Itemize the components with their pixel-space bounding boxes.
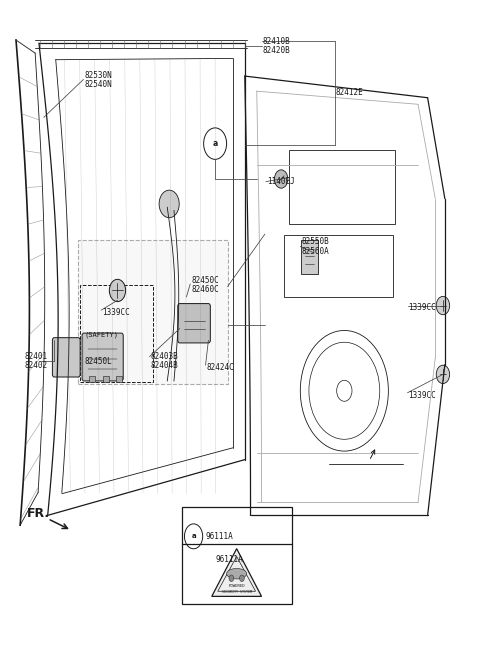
Circle shape (184, 524, 203, 549)
Bar (289, 150, 395, 223)
Bar (103, 376, 109, 382)
FancyBboxPatch shape (82, 333, 123, 381)
Text: 82412E: 82412E (336, 88, 363, 97)
Circle shape (240, 575, 244, 581)
Circle shape (275, 170, 288, 188)
Bar (284, 235, 393, 297)
Circle shape (109, 279, 126, 302)
Text: 82530N: 82530N (84, 71, 112, 80)
Bar (181, 507, 292, 604)
Bar (78, 240, 228, 384)
FancyBboxPatch shape (301, 240, 319, 274)
Text: 82420B: 82420B (263, 46, 291, 55)
Circle shape (229, 575, 234, 581)
Text: 96111A: 96111A (205, 532, 233, 541)
Text: 82403B: 82403B (151, 351, 178, 361)
Bar (116, 376, 122, 382)
Text: a: a (191, 533, 196, 539)
Text: 82450L: 82450L (84, 357, 112, 366)
Text: 82404B: 82404B (151, 361, 178, 370)
Text: 82402: 82402 (24, 361, 48, 370)
Circle shape (204, 128, 227, 160)
Text: 1339CC: 1339CC (102, 308, 130, 317)
FancyBboxPatch shape (178, 304, 210, 343)
Text: 82550B: 82550B (301, 237, 329, 246)
Bar (80, 285, 153, 382)
Text: 1339CC: 1339CC (408, 391, 436, 400)
Text: 1339CC: 1339CC (408, 303, 436, 312)
Text: 82560A: 82560A (301, 246, 329, 256)
Text: 1140EJ: 1140EJ (267, 177, 295, 186)
Circle shape (436, 296, 450, 315)
Text: (SAFETY): (SAFETY) (84, 332, 119, 338)
Text: 82424C: 82424C (206, 363, 234, 373)
Text: 82401: 82401 (24, 351, 48, 361)
Text: FR.: FR. (27, 507, 50, 520)
Text: SECURITY SYSTEM: SECURITY SYSTEM (222, 591, 252, 595)
Polygon shape (212, 549, 262, 597)
Text: 82460C: 82460C (191, 285, 219, 294)
Circle shape (436, 365, 450, 384)
FancyBboxPatch shape (52, 338, 80, 377)
Text: POWERED: POWERED (228, 584, 245, 588)
Text: 82540N: 82540N (84, 80, 112, 89)
Circle shape (159, 190, 179, 217)
Text: a: a (213, 139, 218, 148)
Text: 82450C: 82450C (191, 276, 219, 285)
Bar (89, 376, 96, 382)
Text: 82410B: 82410B (263, 37, 291, 46)
Text: 96111A: 96111A (215, 555, 243, 564)
Ellipse shape (227, 568, 247, 579)
